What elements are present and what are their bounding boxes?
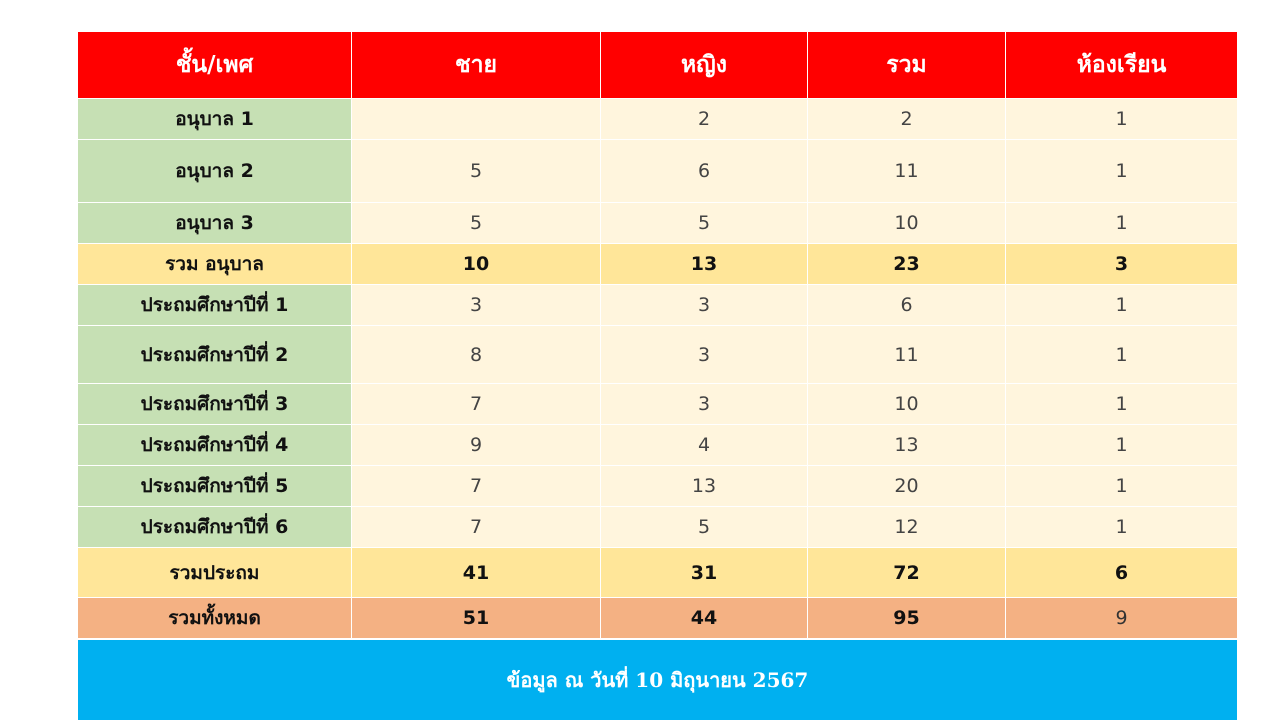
subtotal-row-primary: รวมประถม 41 31 72 6 <box>78 548 1237 598</box>
student-table: ชั้น/เพศ ชาย หญิง รวม ห้องเรียน อนุบาล 1… <box>78 32 1237 639</box>
row-label: ประถมศึกษาปีที่ 6 <box>78 507 352 547</box>
total-count: 95 <box>808 598 1006 638</box>
row-label: ประถมศึกษาปีที่ 5 <box>78 466 352 506</box>
total-count: 72 <box>808 548 1006 597</box>
male-count: 41 <box>352 548 601 597</box>
female-count: 5 <box>601 203 808 243</box>
total-count: 11 <box>808 140 1006 202</box>
total-count: 23 <box>808 244 1006 284</box>
male-count: 3 <box>352 285 601 325</box>
room-count: 1 <box>1006 99 1237 139</box>
male-count: 51 <box>352 598 601 638</box>
female-count: 6 <box>601 140 808 202</box>
total-count: 20 <box>808 466 1006 506</box>
room-count: 1 <box>1006 203 1237 243</box>
table-row: ประถมศึกษาปีที่ 2 8 3 11 1 <box>78 326 1237 384</box>
total-count: 10 <box>808 203 1006 243</box>
subtotal-row-kindergarten: รวม อนุบาล 10 13 23 3 <box>78 244 1237 285</box>
row-label: รวม อนุบาล <box>78 244 352 284</box>
table-row: อนุบาล 3 5 5 10 1 <box>78 203 1237 244</box>
total-count: 11 <box>808 326 1006 383</box>
female-count: 13 <box>601 466 808 506</box>
table-row: ประถมศึกษาปีที่ 5 7 13 20 1 <box>78 466 1237 507</box>
row-label: อนุบาล 2 <box>78 140 352 202</box>
male-count: 8 <box>352 326 601 383</box>
room-count: 3 <box>1006 244 1237 284</box>
female-count: 3 <box>601 326 808 383</box>
table-row: ประถมศึกษาปีที่ 6 7 5 12 1 <box>78 507 1237 548</box>
row-label: อนุบาล 3 <box>78 203 352 243</box>
data-date-banner: ข้อมูล ณ วันที่ 10 มิถุนายน 2567 <box>78 640 1237 720</box>
room-count: 1 <box>1006 285 1237 325</box>
row-label: ประถมศึกษาปีที่ 1 <box>78 285 352 325</box>
female-count: 3 <box>601 285 808 325</box>
female-count: 3 <box>601 384 808 424</box>
female-count: 13 <box>601 244 808 284</box>
total-count: 13 <box>808 425 1006 465</box>
row-label: รวมประถม <box>78 548 352 597</box>
male-count: 7 <box>352 507 601 547</box>
male-count <box>352 99 601 139</box>
table-row: ประถมศึกษาปีที่ 4 9 4 13 1 <box>78 425 1237 466</box>
table-row: ประถมศึกษาปีที่ 3 7 3 10 1 <box>78 384 1237 425</box>
male-count: 5 <box>352 140 601 202</box>
male-count: 5 <box>352 203 601 243</box>
female-count: 44 <box>601 598 808 638</box>
table-row: อนุบาล 2 5 6 11 1 <box>78 140 1237 203</box>
total-count: 10 <box>808 384 1006 424</box>
female-count: 5 <box>601 507 808 547</box>
room-count: 1 <box>1006 384 1237 424</box>
room-count: 1 <box>1006 425 1237 465</box>
room-count: 1 <box>1006 326 1237 383</box>
table-row: ประถมศึกษาปีที่ 1 3 3 6 1 <box>78 285 1237 326</box>
female-count: 2 <box>601 99 808 139</box>
row-label: รวมทั้งหมด <box>78 598 352 638</box>
total-count: 2 <box>808 99 1006 139</box>
header-classrooms: ห้องเรียน <box>1006 32 1237 98</box>
table-row: อนุบาล 1 2 2 1 <box>78 99 1237 140</box>
row-label: ประถมศึกษาปีที่ 2 <box>78 326 352 383</box>
room-count: 1 <box>1006 140 1237 202</box>
male-count: 7 <box>352 466 601 506</box>
row-label: ประถมศึกษาปีที่ 4 <box>78 425 352 465</box>
header-total: รวม <box>808 32 1006 98</box>
row-label: ประถมศึกษาปีที่ 3 <box>78 384 352 424</box>
grand-total-row: รวมทั้งหมด 51 44 95 9 <box>78 598 1237 639</box>
female-count: 31 <box>601 548 808 597</box>
male-count: 7 <box>352 384 601 424</box>
room-count: 6 <box>1006 548 1237 597</box>
male-count: 10 <box>352 244 601 284</box>
total-count: 6 <box>808 285 1006 325</box>
header-female: หญิง <box>601 32 808 98</box>
total-count: 12 <box>808 507 1006 547</box>
header-class-gender: ชั้น/เพศ <box>78 32 352 98</box>
table-header-row: ชั้น/เพศ ชาย หญิง รวม ห้องเรียน <box>78 32 1237 99</box>
header-male: ชาย <box>352 32 601 98</box>
row-label: อนุบาล 1 <box>78 99 352 139</box>
male-count: 9 <box>352 425 601 465</box>
female-count: 4 <box>601 425 808 465</box>
room-count: 9 <box>1006 598 1237 638</box>
room-count: 1 <box>1006 466 1237 506</box>
room-count: 1 <box>1006 507 1237 547</box>
